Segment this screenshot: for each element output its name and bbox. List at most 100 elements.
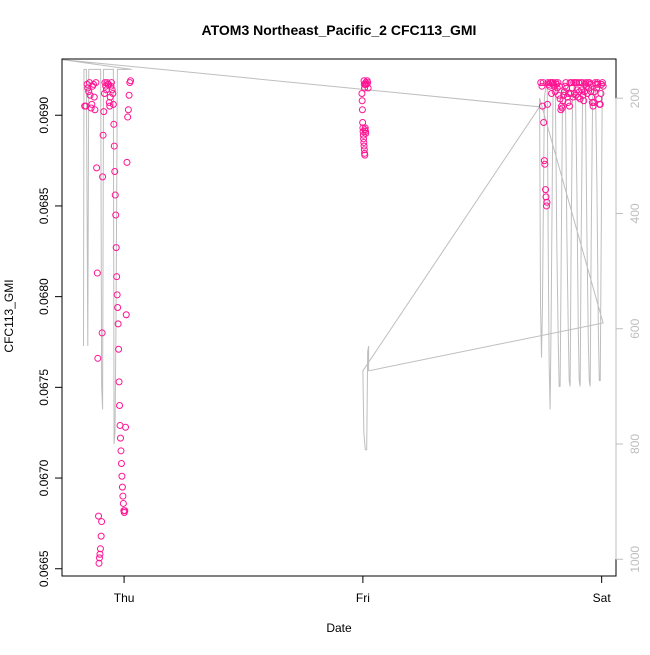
data-point [575, 88, 583, 96]
data-point [542, 186, 550, 194]
data-point [573, 86, 581, 94]
data-point [582, 79, 590, 87]
data-point [124, 113, 132, 121]
data-point [548, 89, 556, 97]
data-point [591, 88, 599, 96]
data-point [115, 378, 123, 386]
data-point [575, 79, 583, 87]
data-point [558, 104, 566, 112]
data-point [360, 146, 368, 154]
data-point [113, 291, 121, 299]
data-point [358, 106, 366, 114]
y2-tick-label: 400 [628, 203, 642, 223]
data-point [589, 102, 597, 110]
y2-axis: 200 400 600 800 1000 [615, 88, 642, 573]
data-point [112, 211, 120, 219]
data-point [543, 202, 551, 210]
data-point [118, 483, 126, 491]
data-point [98, 329, 106, 337]
data-point [537, 79, 545, 87]
data-point [585, 84, 593, 92]
data-point [555, 91, 563, 99]
data-point [553, 84, 561, 92]
data-point [109, 89, 117, 97]
data-point [114, 304, 122, 312]
data-point [117, 447, 125, 455]
y-axis: 0.0665 0.0670 0.0675 0.0680 0.0685 0.0690 [37, 97, 63, 587]
series-1-line [62, 59, 604, 451]
data-point [99, 131, 107, 139]
data-point [108, 86, 116, 94]
data-point [123, 158, 131, 166]
data-point [93, 269, 101, 277]
data-point [87, 104, 95, 112]
data-point [364, 79, 372, 87]
data-point [109, 100, 117, 108]
y-tick-label: 0.0675 [37, 369, 51, 406]
data-point [360, 138, 368, 146]
data-point [95, 512, 103, 520]
data-point [110, 142, 118, 150]
data-point [95, 554, 103, 562]
data-point [360, 77, 368, 85]
data-point [543, 198, 551, 206]
data-point [107, 82, 115, 90]
data-point [579, 91, 587, 99]
data-point [95, 559, 103, 567]
data-point [361, 151, 369, 159]
y2-tick-label: 200 [628, 88, 642, 108]
y-tick-label: 0.0665 [37, 550, 51, 587]
data-point [117, 460, 125, 468]
data-point [121, 507, 129, 515]
y2-tick-label: 600 [628, 318, 642, 338]
data-point [598, 79, 606, 87]
y-tick-label: 0.0670 [37, 459, 51, 496]
data-point [113, 273, 121, 281]
data-point [112, 244, 120, 252]
data-point [124, 106, 132, 114]
data-point [541, 160, 549, 168]
data-point [554, 79, 562, 87]
x-axis-label: Date [326, 621, 352, 635]
chart-title: ATOM3 Northeast_Pacific_2 CFC113_GMI [202, 22, 477, 38]
y2-tick-label: 800 [628, 434, 642, 454]
data-point [110, 120, 118, 128]
data-point [118, 472, 126, 480]
data-point [597, 89, 605, 97]
y-axis-label: CFC113_GMI [2, 279, 16, 352]
data-point [557, 106, 565, 114]
data-point [86, 91, 94, 99]
plot-area [62, 59, 607, 567]
data-point [122, 311, 130, 319]
data-point [88, 100, 96, 108]
data-point [114, 320, 122, 328]
data-point [359, 118, 367, 126]
y-tick-label: 0.0685 [37, 187, 51, 224]
y-tick-label: 0.0680 [37, 278, 51, 315]
x-axis: Thu Fri Sat [114, 575, 611, 605]
data-point [101, 89, 109, 97]
data-point [565, 102, 573, 110]
data-point [91, 106, 99, 114]
data-point [111, 167, 119, 175]
data-point [360, 142, 368, 150]
data-point [543, 100, 551, 108]
data-point [115, 345, 123, 353]
data-point [361, 124, 369, 132]
data-point [564, 99, 572, 107]
data-point [125, 91, 133, 99]
data-point [96, 545, 104, 553]
data-point [580, 97, 588, 105]
data-point [540, 118, 548, 126]
x-tick-label: Fri [356, 591, 370, 605]
data-point [96, 550, 104, 558]
data-point [111, 191, 119, 199]
data-point [100, 108, 108, 116]
data-point [599, 82, 607, 90]
data-point [98, 518, 106, 526]
data-point [92, 79, 100, 87]
data-point [362, 129, 370, 137]
data-point [116, 401, 124, 409]
y2-tick-label: 1000 [628, 546, 642, 573]
